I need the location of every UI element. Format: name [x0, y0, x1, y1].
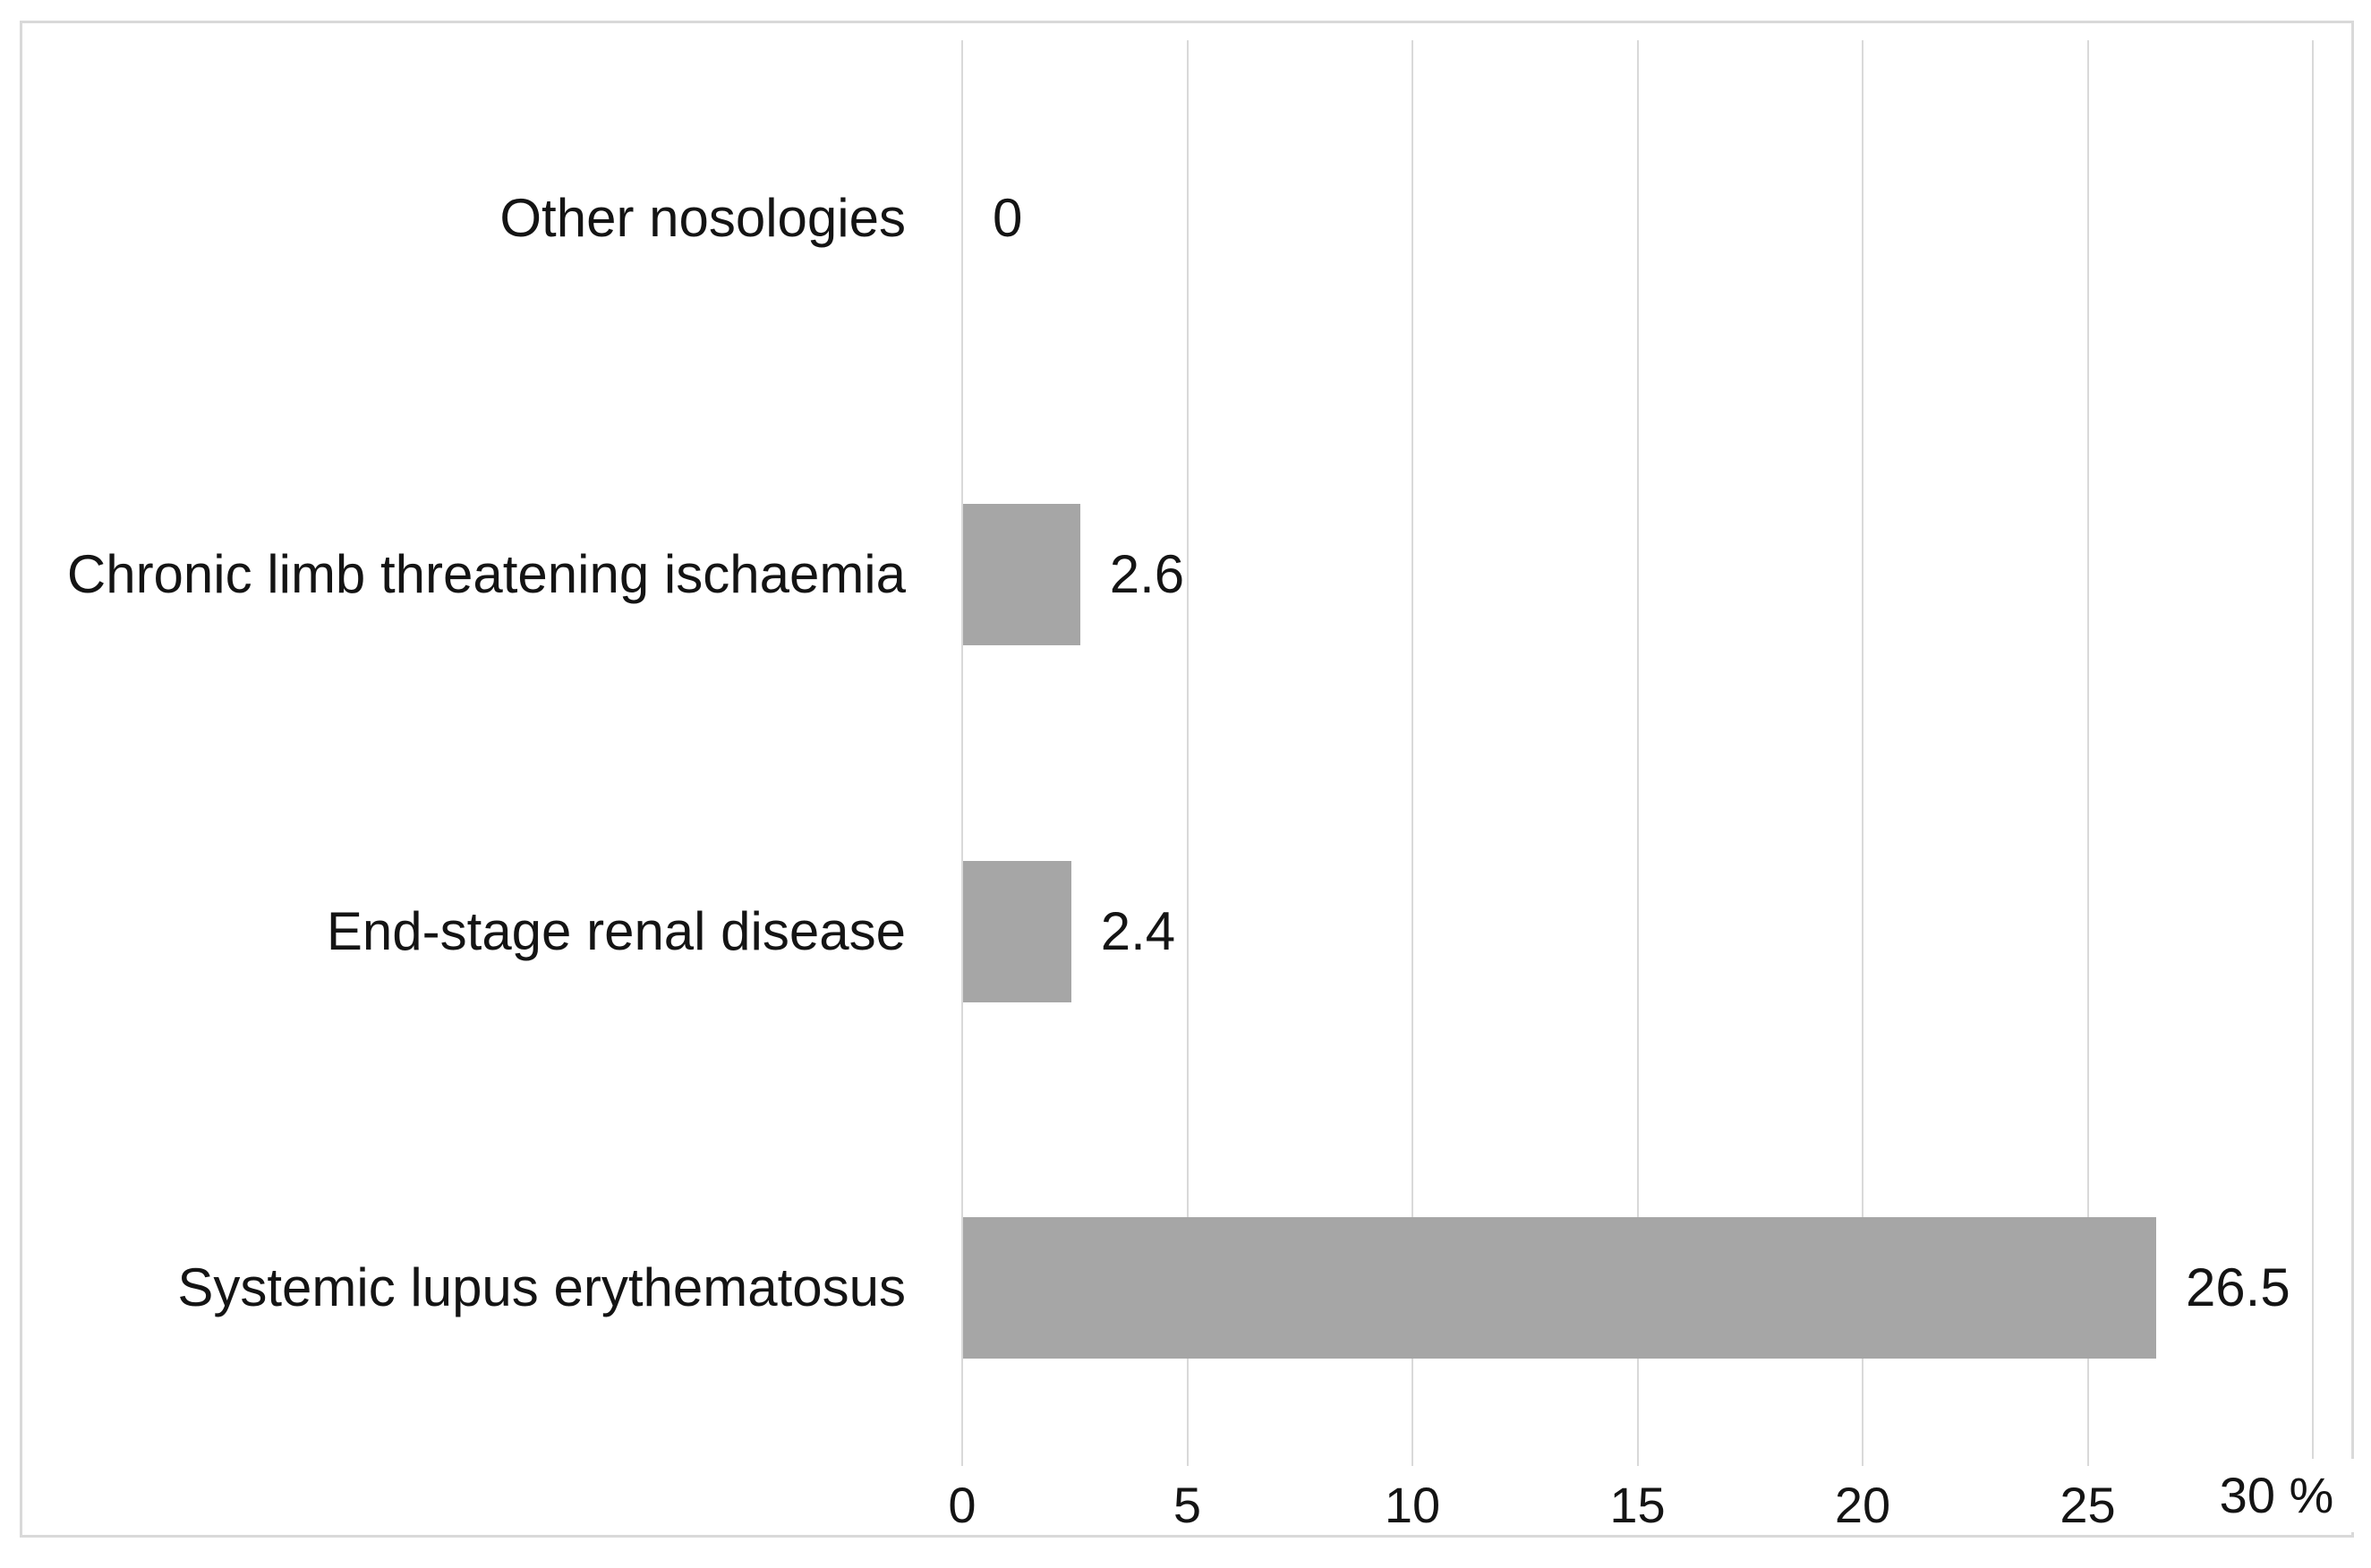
category-label: Chronic limb threatening ischaemia: [66, 544, 906, 605]
gridline: [1862, 40, 1864, 1466]
x-axis-end-label: 30 %: [2182, 1459, 2371, 1532]
x-tick-label: 25: [2060, 1477, 2116, 1534]
bar: [963, 1216, 2156, 1359]
gridline: [961, 40, 963, 1466]
x-tick-label: 15: [1609, 1477, 1666, 1534]
category-label: End-stage renal disease: [326, 900, 906, 961]
gridline: [1636, 40, 1639, 1466]
gridline: [2086, 40, 2089, 1466]
bar: [963, 504, 1080, 646]
value-label: 26.5: [2185, 1257, 2290, 1317]
gridline: [1412, 40, 1413, 1466]
x-tick-label: 5: [1173, 1477, 1202, 1534]
gridline: [2312, 40, 2314, 1466]
category-label: Other nosologies: [499, 188, 906, 249]
value-label: 2.6: [1109, 544, 1185, 605]
x-tick-label: 10: [1384, 1477, 1441, 1534]
bar: [963, 860, 1071, 1002]
value-label: 0: [993, 188, 1023, 249]
category-label: Systemic lupus erythematosus: [177, 1257, 906, 1317]
x-tick-label: 20: [1834, 1477, 1891, 1534]
value-label: 2.4: [1100, 900, 1176, 961]
x-tick-label: 0: [948, 1477, 977, 1534]
gridline: [1186, 40, 1189, 1466]
